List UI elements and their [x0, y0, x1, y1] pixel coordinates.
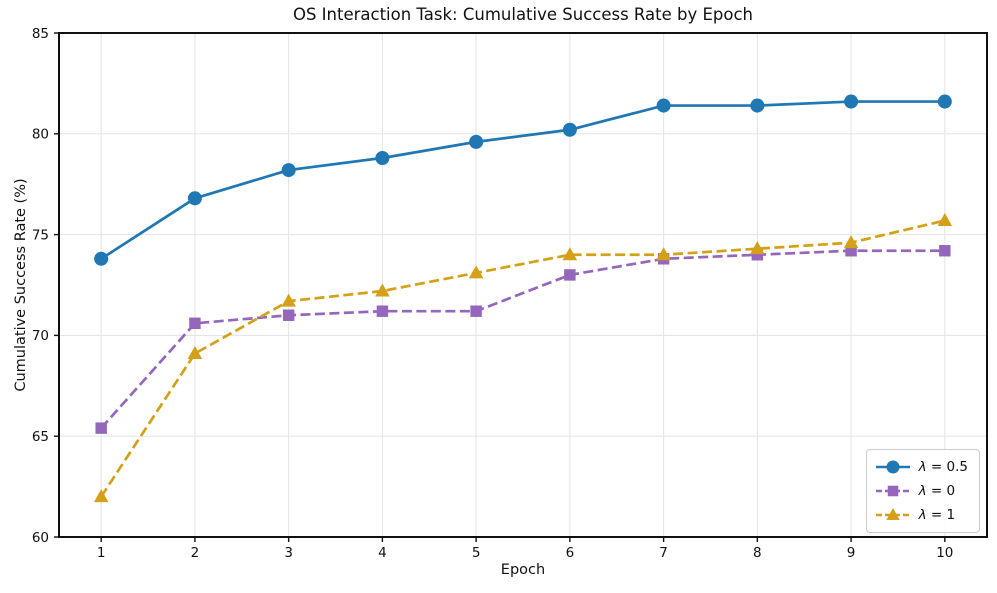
data-point-square — [376, 305, 389, 317]
legend-label: λ = 0.5 — [918, 459, 968, 475]
data-point-circle — [562, 122, 577, 137]
data-point-square — [470, 305, 482, 317]
y-tick-label: 80 — [32, 127, 49, 143]
legend-sample-lambda-0 — [875, 485, 910, 497]
x-tick-label: 5 — [472, 545, 481, 561]
y-tick-label: 85 — [32, 26, 49, 42]
legend-label: λ = 0 — [918, 483, 956, 499]
series-group — [93, 94, 953, 503]
x-tick-label: 8 — [753, 545, 762, 561]
gridlines — [59, 32, 987, 538]
legend-item: λ = 0.5 — [875, 455, 968, 479]
data-point-square — [189, 317, 201, 330]
axis-ticks: 1 2 3 4 5 6 7 8 9 10 60 65 70 75 80 85 — [32, 26, 954, 561]
legend-item: λ = 0 — [875, 479, 968, 503]
data-point-circle — [886, 460, 900, 474]
data-point-circle — [375, 150, 390, 166]
data-point-triangle — [375, 283, 390, 297]
y-tick-label: 75 — [32, 227, 49, 243]
plot-border — [58, 32, 988, 538]
chart-title: OS Interaction Task: Cumulative Success … — [292, 5, 754, 24]
data-point-triangle — [93, 489, 109, 503]
x-tick-label: 1 — [97, 545, 106, 561]
y-tick-label: 60 — [32, 530, 49, 546]
data-point-circle — [844, 94, 859, 109]
data-point-circle — [656, 98, 671, 113]
x-tick-label: 6 — [566, 545, 575, 561]
data-point-triangle — [468, 265, 484, 279]
data-point-square — [845, 245, 857, 257]
legend-sample-lambda-0.5 — [875, 460, 910, 474]
data-point-circle — [187, 191, 202, 206]
data-point-circle — [750, 98, 765, 113]
legend-sample-lambda-1 — [875, 508, 910, 521]
series-line — [100, 249, 945, 430]
data-point-circle — [469, 134, 484, 149]
y-axis-label: Cumulative Success Rate (%) — [13, 178, 29, 392]
data-point-triangle — [656, 247, 671, 261]
data-point-triangle — [187, 346, 203, 360]
legend-item: λ = 1 — [875, 503, 968, 527]
series — [93, 212, 953, 503]
x-tick-label: 7 — [659, 545, 668, 561]
data-point-circle — [94, 251, 109, 266]
x-tick-label: 4 — [378, 545, 387, 561]
legend-label: λ = 1 — [918, 507, 956, 523]
data-point-square — [751, 249, 764, 261]
series-line — [100, 219, 946, 498]
x-tick-label: 2 — [191, 545, 200, 561]
data-point-triangle — [885, 508, 900, 521]
data-point-triangle — [562, 247, 578, 261]
data-point-square — [564, 269, 576, 281]
data-point-square — [282, 309, 295, 321]
data-point-square — [939, 245, 951, 257]
series-line — [100, 100, 945, 260]
data-point-square — [887, 485, 898, 497]
y-tick-label: 65 — [32, 429, 49, 445]
legend: λ = 0.5 λ = 0 λ = 1 — [865, 449, 980, 533]
x-tick-label: 9 — [847, 545, 856, 561]
x-axis-label: Epoch — [500, 562, 546, 578]
data-point-triangle — [937, 212, 953, 226]
x-tick-label: 10 — [936, 545, 953, 561]
data-point-square — [95, 422, 107, 434]
data-point-circle — [281, 163, 296, 178]
data-point-triangle — [843, 235, 859, 249]
series — [94, 94, 952, 266]
series — [95, 245, 951, 434]
data-point-triangle — [750, 241, 765, 255]
data-point-circle — [937, 94, 952, 109]
x-tick-label: 3 — [284, 545, 293, 561]
data-point-triangle — [281, 293, 296, 307]
y-tick-label: 70 — [32, 328, 49, 344]
